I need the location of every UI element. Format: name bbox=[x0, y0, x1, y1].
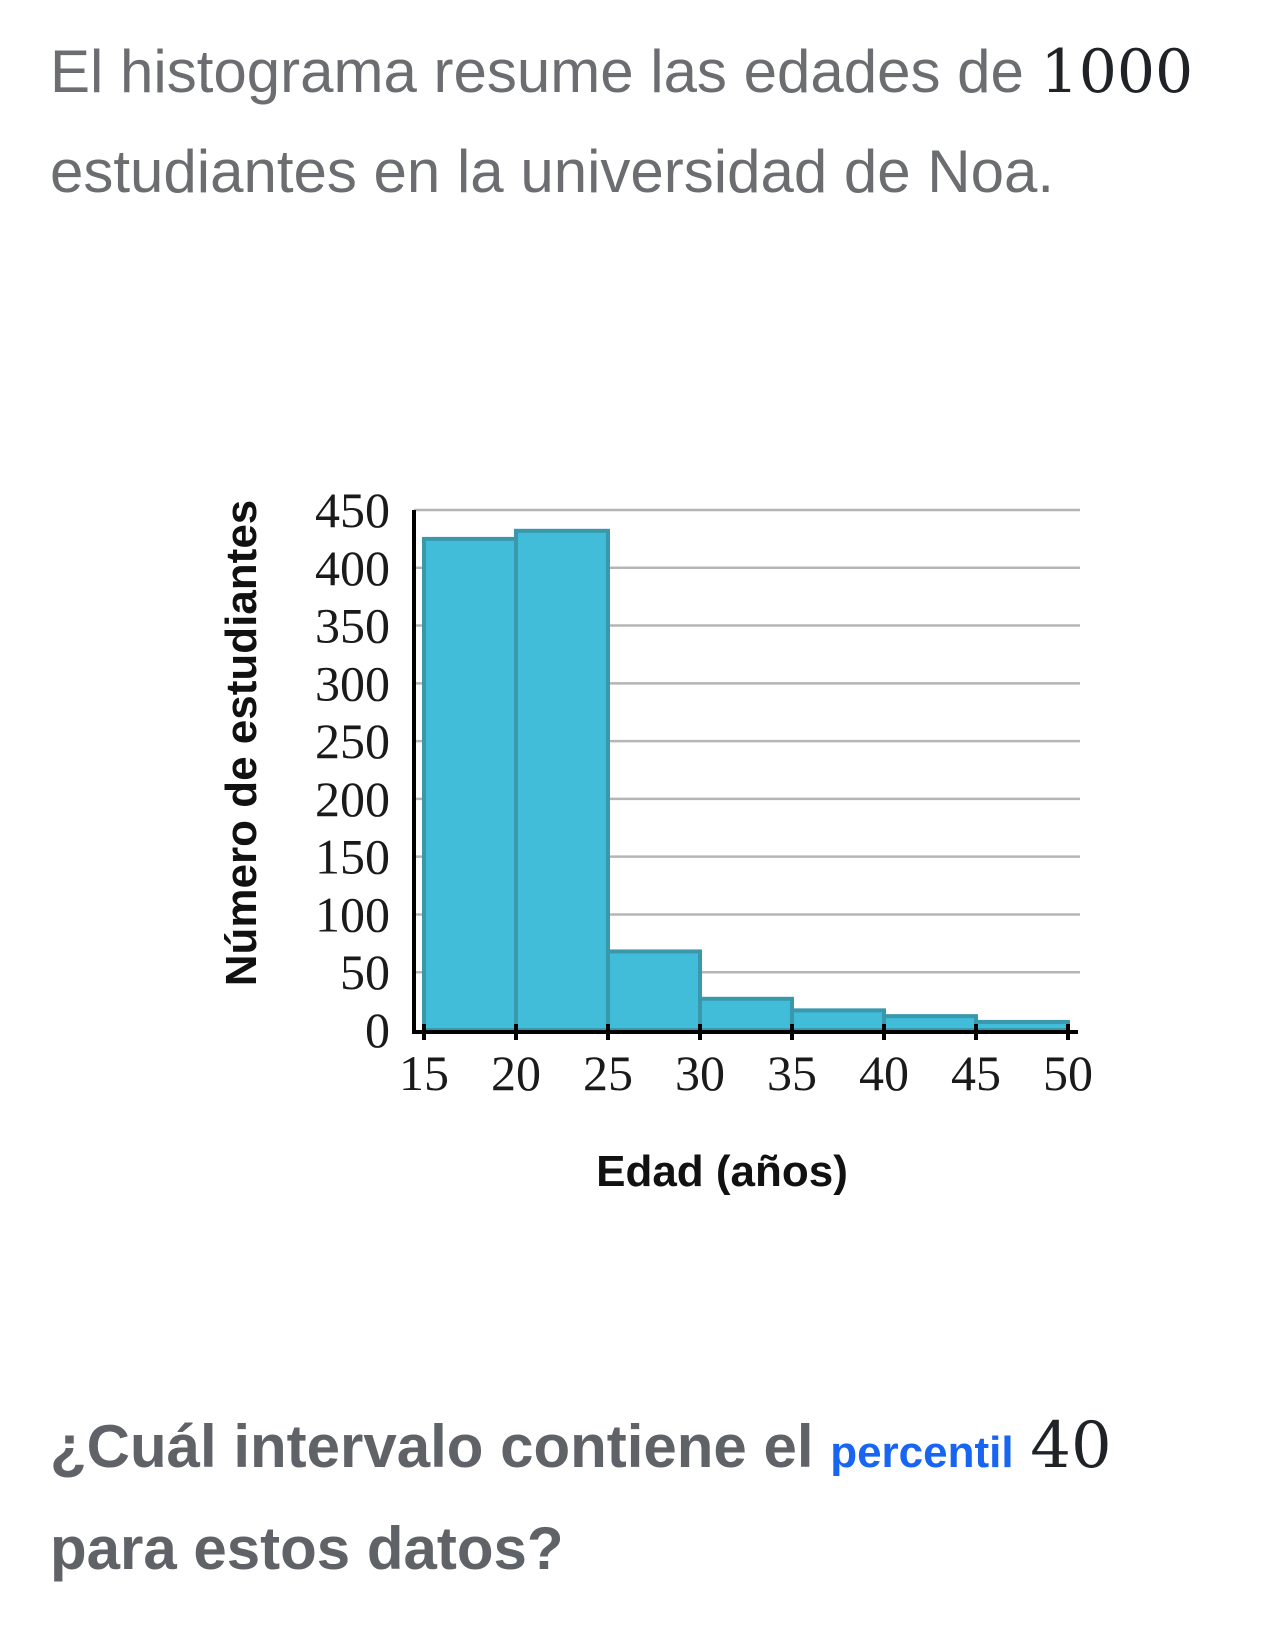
bar-25-30 bbox=[606, 949, 702, 1033]
question-text-after: para estos datos? bbox=[50, 1515, 564, 1582]
percentile-link[interactable]: percentil bbox=[830, 1428, 1014, 1477]
question-text: ¿Cuál intervalo contiene el percentil 40… bbox=[50, 1398, 1230, 1597]
bar-45-50 bbox=[974, 1019, 1070, 1033]
y-axis-title: Número de estudiantes bbox=[217, 500, 266, 987]
histogram-bars bbox=[422, 528, 1070, 1033]
y-tick-label-350: 350 bbox=[315, 598, 390, 654]
bar-35-40 bbox=[790, 1008, 886, 1032]
y-tick-label-150: 150 bbox=[315, 829, 390, 885]
intro-number: 1000 bbox=[1040, 37, 1194, 107]
bar-20-25 bbox=[514, 528, 610, 1033]
axes bbox=[412, 510, 1078, 1040]
x-tick-label-40: 40 bbox=[859, 1045, 909, 1101]
x-tick-labels: 15 20 25 30 35 40 45 50 bbox=[399, 1045, 1093, 1101]
x-tick-label-30: 30 bbox=[675, 1045, 725, 1101]
question-text-before: ¿Cuál intervalo contiene el bbox=[50, 1413, 831, 1480]
question-number: 40 bbox=[1030, 1409, 1112, 1483]
y-tick-label-100: 100 bbox=[315, 886, 390, 942]
intro-text: El histograma resume las edades de 1000 … bbox=[50, 22, 1230, 222]
y-tick-label-0: 0 bbox=[365, 1002, 390, 1058]
bar-30-35 bbox=[698, 996, 794, 1032]
y-tick-label-50: 50 bbox=[340, 944, 390, 1000]
y-tick-label-250: 250 bbox=[315, 713, 390, 769]
intro-text-after: estudiantes en la universidad de Noa. bbox=[50, 138, 1055, 205]
y-tick-label-400: 400 bbox=[315, 540, 390, 596]
y-tick-label-300: 300 bbox=[315, 655, 390, 711]
bar-15-20 bbox=[422, 536, 518, 1032]
bar-40-45 bbox=[882, 1014, 978, 1033]
y-tick-label-450: 450 bbox=[315, 482, 390, 538]
x-tick-label-20: 20 bbox=[491, 1045, 541, 1101]
x-tick-label-35: 35 bbox=[767, 1045, 817, 1101]
x-tick-label-15: 15 bbox=[399, 1045, 449, 1101]
y-tick-label-200: 200 bbox=[315, 771, 390, 827]
x-axis-title: Edad (años) bbox=[596, 1147, 848, 1196]
x-tick-label-45: 45 bbox=[951, 1045, 1001, 1101]
x-tick-label-25: 25 bbox=[583, 1045, 633, 1101]
intro-text-before: El histograma resume las edades de bbox=[50, 38, 1041, 105]
x-tick-label-50: 50 bbox=[1043, 1045, 1093, 1101]
